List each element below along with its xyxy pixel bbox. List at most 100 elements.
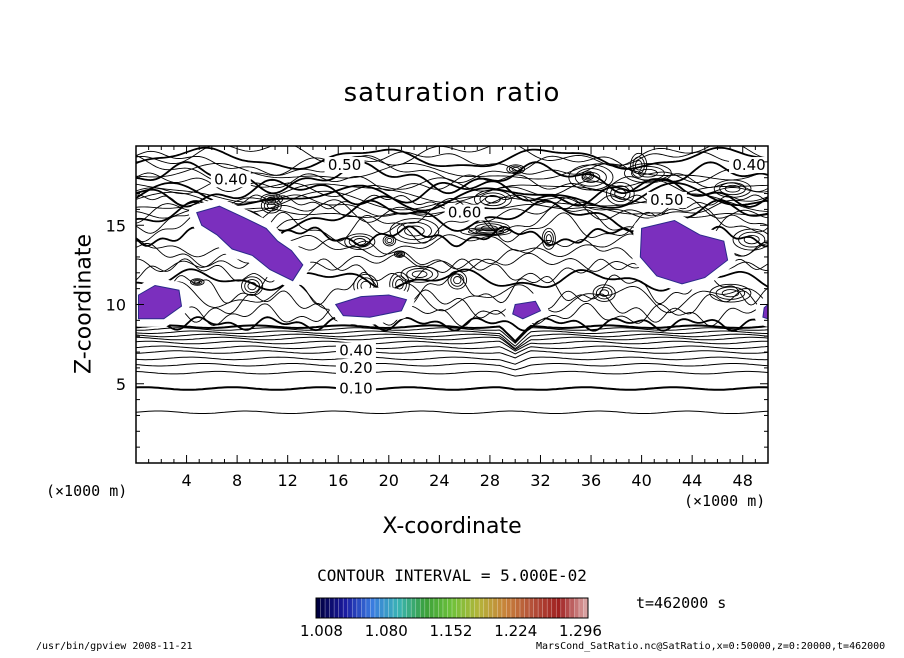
colorbar-cell xyxy=(420,598,426,618)
x-tick-label: 48 xyxy=(733,471,753,490)
colorbar-cell xyxy=(556,598,562,618)
contour-line xyxy=(136,340,768,352)
x-tick-label: 40 xyxy=(631,471,651,490)
contour-label: 0.50 xyxy=(650,191,683,209)
colorbar-cell xyxy=(547,598,553,618)
contour-eddy xyxy=(260,193,284,206)
colorbar-tick-label: 1.296 xyxy=(559,622,602,640)
colorbar-cell xyxy=(370,598,376,618)
colorbar-cell xyxy=(506,598,512,618)
contour-eddy xyxy=(715,286,746,300)
contour-eddy xyxy=(348,235,371,248)
contour-eddy xyxy=(581,171,601,183)
supersaturated-region-f xyxy=(762,303,768,320)
contour-eddy xyxy=(190,278,205,286)
colorbar-cell xyxy=(374,598,380,618)
contour-eddy xyxy=(395,251,404,257)
x-tick-label: 24 xyxy=(429,471,449,490)
colorbar-cell xyxy=(388,598,394,618)
colorbar-frame xyxy=(315,597,589,619)
footer-command: /usr/bin/gpview 2008-11-21 xyxy=(36,641,193,652)
contour-eddy xyxy=(479,192,507,207)
chart-title: saturation ratio xyxy=(343,78,561,108)
colorbar-cell xyxy=(497,598,503,618)
contour-label-bg xyxy=(335,342,376,359)
contour-eddy xyxy=(260,197,282,214)
colorbar-cell xyxy=(474,598,480,618)
contour-label: 0.50 xyxy=(328,156,361,174)
colorbar-cell xyxy=(520,598,525,618)
x-axis-units: (×1000 m) xyxy=(684,492,766,510)
y-axis-title: Z-coordinate xyxy=(71,234,97,374)
contour-eddy xyxy=(384,236,395,245)
contour-label-bg xyxy=(335,359,376,376)
colorbar-cell xyxy=(542,598,548,618)
contour-label-bg xyxy=(444,204,485,221)
contour-eddy xyxy=(411,270,428,278)
colorbar-cell xyxy=(529,598,534,618)
colorbar-cell xyxy=(479,598,485,618)
y-tick-label: 10 xyxy=(106,296,126,315)
contour-eddy xyxy=(614,188,627,199)
contour-line xyxy=(136,386,768,391)
contour-line xyxy=(136,302,768,327)
colorbar-cell xyxy=(483,598,489,618)
colorbar-cell xyxy=(433,598,439,618)
colorbar-cell xyxy=(510,598,516,618)
contour-line xyxy=(136,289,768,323)
colorbar-cell xyxy=(325,598,330,618)
colorbar-cell xyxy=(316,598,321,618)
contour-eddy xyxy=(632,156,645,175)
contour-eddy xyxy=(396,252,403,256)
contour-label-bg xyxy=(729,157,768,174)
contour-line xyxy=(136,324,768,343)
contour-label: 0.40 xyxy=(732,156,765,174)
contour-label: 0.20 xyxy=(339,359,372,377)
colorbar-cell xyxy=(574,598,580,618)
contour-line xyxy=(136,281,768,314)
contour-eddy xyxy=(404,225,425,237)
contour-eddy xyxy=(382,234,397,247)
contour-label-bg xyxy=(210,171,251,188)
colorbar xyxy=(315,597,589,619)
contour-eddy xyxy=(393,250,406,258)
contour-eddy xyxy=(738,231,766,248)
colorbar-tick-label: 1.080 xyxy=(364,622,408,640)
y-axis-units: (×1000 m) xyxy=(46,482,128,500)
colorbar-cell xyxy=(583,598,589,618)
colorbar-cell xyxy=(338,598,344,618)
contour-line xyxy=(136,363,768,371)
contour-label: 0.60 xyxy=(448,204,481,222)
contour-eddy xyxy=(595,286,613,300)
x-tick-label: 8 xyxy=(232,471,242,490)
contour-eddy xyxy=(592,284,616,302)
supersaturated-region-b xyxy=(138,284,183,320)
contour-eddy xyxy=(485,195,501,204)
colorbar-cell xyxy=(415,598,421,618)
contour-eddy xyxy=(630,152,648,178)
contour-eddy xyxy=(506,164,526,175)
colorbar-cell xyxy=(393,598,398,618)
colorbar-cell xyxy=(347,598,353,618)
contour-line xyxy=(136,333,768,350)
colorbar-cell xyxy=(492,598,498,618)
contour-line xyxy=(136,356,768,365)
contour-eddy xyxy=(574,168,607,187)
colorbar-cell xyxy=(565,598,571,618)
colorbar-cell xyxy=(411,598,417,618)
contour-eddy xyxy=(543,230,554,247)
colorbar-cell xyxy=(533,598,539,618)
contour-eddy xyxy=(721,289,740,298)
x-tick-label: 4 xyxy=(181,471,191,490)
contour-eddy xyxy=(709,283,752,303)
colorbar-cell xyxy=(456,598,462,618)
contour-eddy xyxy=(585,173,591,178)
contour-eddy xyxy=(447,270,468,290)
contour-field: 0.100.200.400.400.50 0.400.500.60 xyxy=(136,146,768,414)
colorbar-cell xyxy=(515,598,521,618)
contour-eddy xyxy=(192,279,203,285)
contour-eddy xyxy=(568,164,614,191)
contour-eddy xyxy=(263,199,279,212)
contour-line xyxy=(136,150,768,176)
